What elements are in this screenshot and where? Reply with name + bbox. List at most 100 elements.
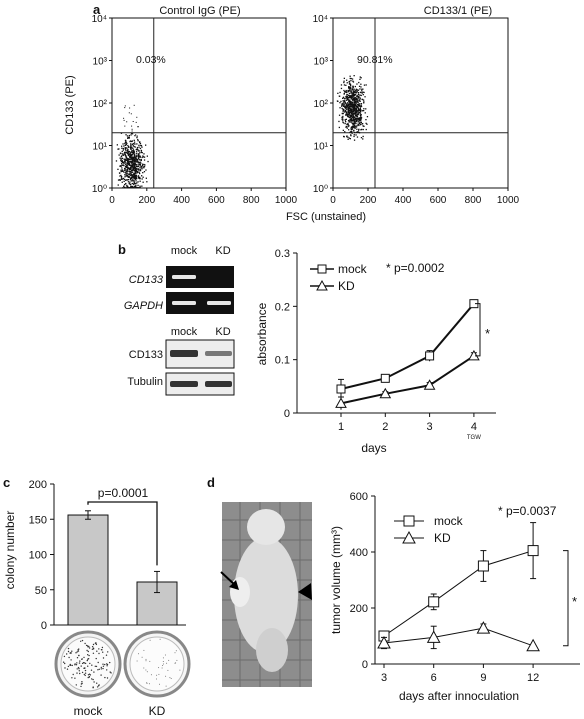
scatter-point [132, 163, 134, 165]
scatter-point [130, 185, 132, 187]
scatter-point [129, 153, 132, 155]
scatter-point [348, 83, 351, 85]
scatter-point [133, 165, 135, 168]
scatter-point [349, 99, 351, 101]
scatter-point [345, 103, 348, 105]
scatter-point [132, 175, 134, 177]
scatter-point [366, 116, 369, 118]
scatter-point [355, 117, 357, 119]
scatter-point [348, 96, 350, 99]
scatter-point [130, 168, 132, 171]
colony-dot [75, 664, 78, 666]
scatter-point [349, 100, 351, 103]
significance-star: * [572, 594, 577, 609]
scatter-point [356, 115, 359, 118]
scatter-point [360, 115, 362, 117]
scatter-point [360, 129, 362, 131]
scatter-point [362, 128, 364, 131]
legend-label: KD [434, 531, 451, 545]
data-point [476, 621, 491, 634]
scatter-point [348, 100, 350, 102]
colony-dot [66, 668, 69, 670]
colony-dot [105, 654, 108, 656]
scatter-point [352, 113, 354, 115]
colony-dot [83, 656, 85, 659]
scatter-point [348, 92, 351, 95]
scatter-point [352, 106, 355, 108]
colony-dot [79, 660, 81, 662]
scatter-point [357, 131, 359, 133]
scatter-point [358, 103, 360, 105]
scatter-point [355, 89, 357, 91]
y-tick-label: 10² [314, 99, 329, 110]
colony-dot [174, 652, 176, 654]
scatter-point [141, 156, 143, 159]
colony-dot [88, 654, 90, 657]
scatter-point [344, 91, 346, 93]
scatter-point [132, 140, 133, 142]
colony-dot [104, 676, 106, 679]
scatter-point [141, 165, 144, 167]
scatter-point [338, 95, 340, 97]
scatter-point [355, 88, 358, 90]
data-point [380, 373, 390, 383]
scatter-point [356, 89, 358, 91]
colony-dot [146, 671, 148, 673]
colony-dot [106, 669, 108, 671]
scatter-point [130, 174, 132, 176]
y-tick-label: 10¹ [314, 142, 329, 153]
scatter-point [353, 108, 355, 111]
scatter-point [124, 184, 126, 186]
scatter-point [351, 78, 354, 80]
scatter-point [122, 170, 124, 172]
scatter-point [347, 120, 350, 122]
y-tick-label: 0.2 [275, 301, 290, 313]
scatter-point [351, 122, 354, 124]
scatter-point [359, 100, 361, 102]
scatter-point [356, 136, 359, 138]
scatter-point [132, 145, 134, 147]
scatter-point [120, 170, 122, 173]
scatter-point [357, 106, 359, 109]
scatter-point [352, 123, 354, 125]
scatter-point [352, 98, 354, 100]
scatter-point [130, 165, 132, 167]
scatter-point [136, 137, 138, 139]
scatter-point [357, 100, 359, 102]
scatter-point [130, 180, 133, 182]
scatter-point [351, 94, 353, 96]
scatter-point [125, 163, 127, 166]
colony-dot [168, 659, 170, 661]
scatter-point [349, 111, 351, 113]
scatter-point [351, 126, 353, 128]
scatter-point [139, 178, 141, 180]
colony-dot [164, 654, 166, 656]
scatter-point [138, 153, 140, 155]
scatter-point [131, 185, 134, 188]
scatter-point [340, 84, 343, 86]
scatter-point [348, 114, 351, 116]
scatter-point [353, 130, 355, 132]
scatter-point [352, 93, 354, 96]
scatter-point [129, 161, 131, 163]
scatter-point [124, 160, 126, 162]
scatter-point [122, 149, 124, 151]
scatter-point [123, 145, 125, 147]
panel-b-label: b [118, 242, 126, 257]
scatter-point [128, 167, 130, 169]
scatter-point [345, 118, 347, 120]
scatter-point [343, 89, 345, 92]
scatter-point [135, 167, 137, 169]
scatter-point [126, 179, 128, 181]
scatter-point [125, 143, 127, 146]
scatter-point [342, 122, 345, 124]
scatter-point [122, 154, 124, 156]
scatter-point [349, 95, 351, 98]
scatter-point [358, 97, 360, 99]
scatter-point [342, 115, 344, 118]
colony-dot [159, 638, 161, 640]
data-point [423, 379, 436, 390]
scatter-point [126, 173, 128, 175]
scatter-point [350, 80, 352, 82]
colony-dot [159, 683, 160, 685]
